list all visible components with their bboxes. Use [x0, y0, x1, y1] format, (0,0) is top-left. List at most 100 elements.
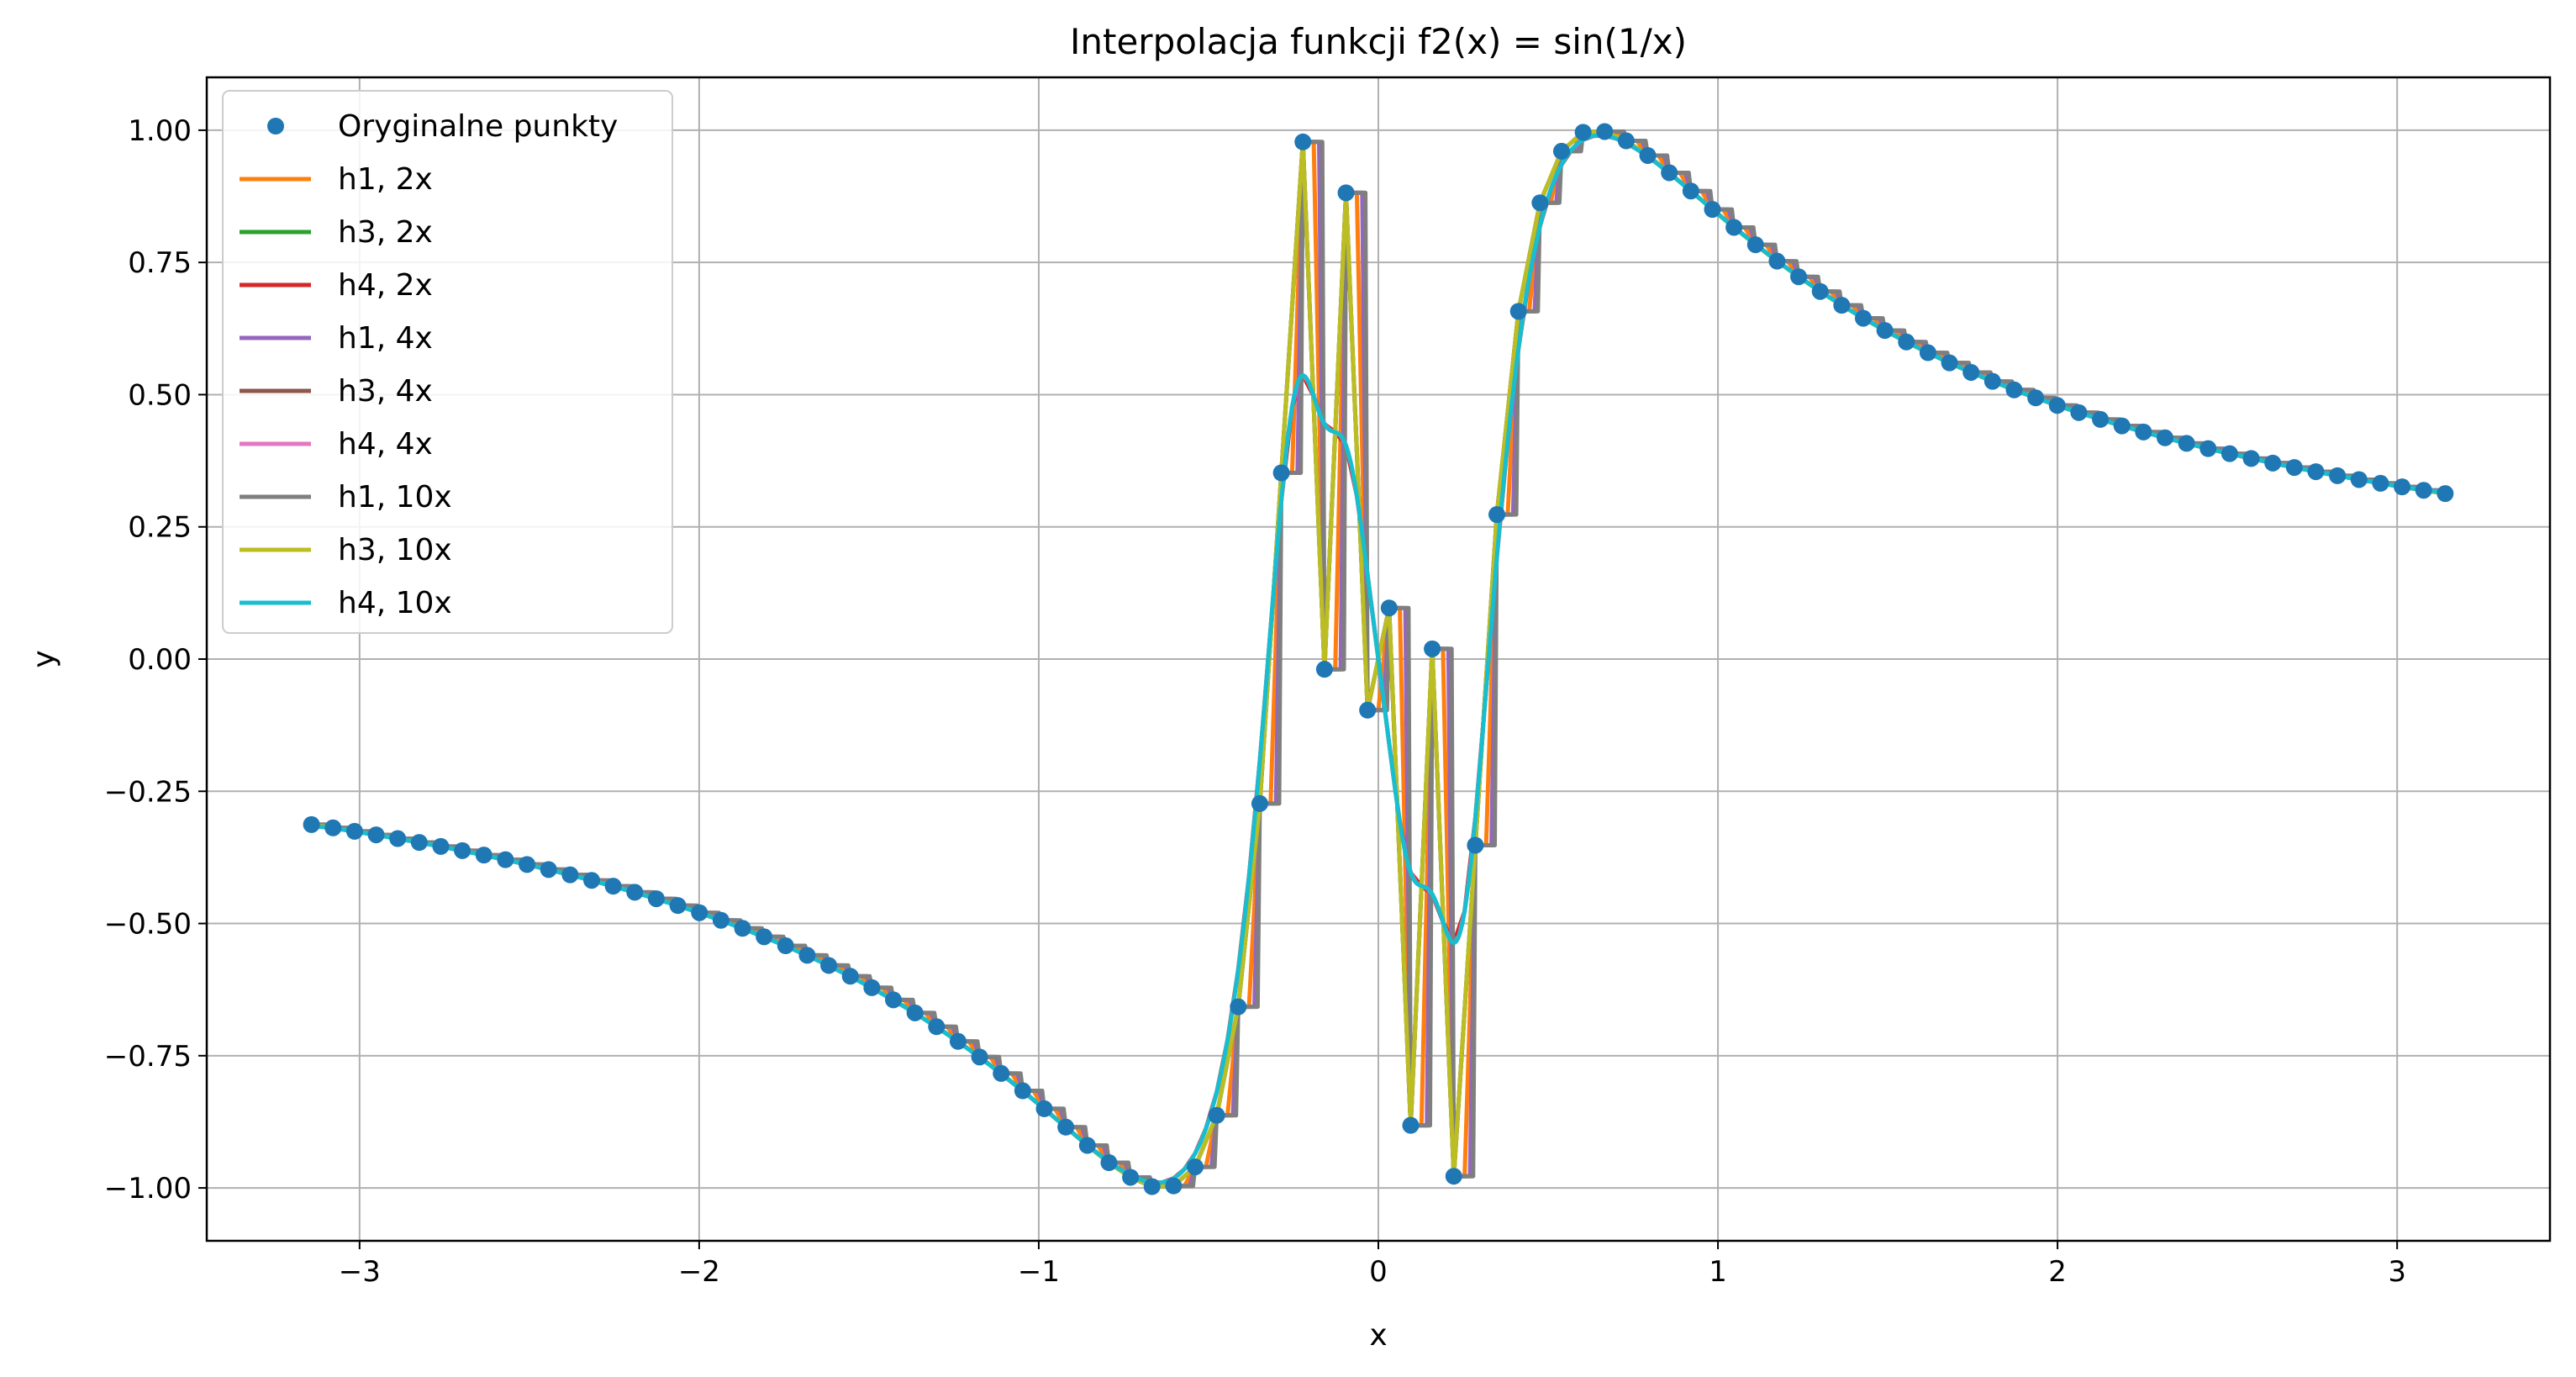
data-point [454, 842, 471, 859]
data-point [2329, 467, 2347, 484]
ticks: −3 −2 −1 0 1 2 3 −1.00 −0.75 −0.50 −0.25 0.00 0.25 0.… [104, 114, 2406, 1289]
data-point [1639, 146, 1657, 164]
data-point [841, 968, 859, 985]
legend-label: h4, 4x [338, 427, 433, 462]
y-tick-label: 0.75 [128, 246, 192, 280]
data-point [475, 847, 493, 864]
data-point [1531, 194, 1549, 212]
x-axis-label: x [1369, 1318, 1387, 1353]
data-point [1919, 344, 1936, 361]
data-point [712, 911, 730, 929]
data-point [1811, 282, 1829, 300]
data-point [2113, 417, 2131, 435]
x-tick-label: 2 [2048, 1255, 2067, 1289]
legend-label: h1, 4x [338, 321, 433, 356]
data-point [410, 834, 428, 852]
data-point [2178, 435, 2195, 452]
data-point [1208, 1106, 1225, 1124]
data-point [647, 890, 665, 908]
series-line-h1-10x [311, 129, 2447, 1189]
data-point [1552, 142, 1570, 160]
data-point [1035, 1100, 1053, 1117]
y-tick-label: 0.00 [128, 643, 192, 677]
data-point [1790, 268, 1808, 286]
data-point [1402, 1116, 1420, 1134]
data-point [604, 878, 622, 895]
data-point [2157, 429, 2174, 446]
x-tick-label: 3 [2388, 1255, 2406, 1289]
data-point [1768, 252, 1786, 270]
y-axis-label: y [27, 650, 61, 667]
series-line-h4-10x [311, 133, 2446, 1185]
data-point [2436, 485, 2454, 503]
data-point [1661, 164, 1678, 182]
data-point [2048, 397, 2066, 414]
grid [207, 77, 2550, 1241]
data-point [1230, 998, 1247, 1016]
data-point [1854, 309, 1872, 327]
data-point [1143, 1178, 1161, 1195]
data-point [2199, 440, 2217, 457]
data-point [691, 904, 709, 921]
data-point [2264, 454, 2282, 472]
data-point [2092, 410, 2110, 428]
data-point [1014, 1082, 1031, 1100]
legend-label: h3, 2x [338, 215, 433, 250]
data-point [993, 1064, 1010, 1082]
data-point [798, 947, 816, 964]
data-point [1445, 1168, 1462, 1185]
legend-label: h1, 2x [338, 162, 433, 197]
x-tick-label: 1 [1709, 1255, 1727, 1289]
data-point [1424, 640, 1441, 657]
data-point [2350, 471, 2368, 488]
data-point [906, 1004, 924, 1021]
legend-marker [267, 118, 284, 135]
data-point [367, 826, 385, 844]
data-point [1725, 219, 1743, 236]
data-point [2027, 389, 2045, 407]
y-tick-label: 0.25 [128, 511, 192, 545]
data-point [669, 897, 687, 915]
legend: Oryginalne punkty h1, 2x h3, 2x h4, 2x h1, 4… [222, 90, 673, 634]
data-point [777, 937, 794, 955]
data-point [2220, 445, 2238, 462]
data-point [2005, 381, 2023, 398]
x-tick-label: −1 [1018, 1255, 1060, 1289]
data-point [1941, 354, 1958, 372]
y-tick-label: 0.50 [128, 378, 192, 412]
data-point [561, 866, 579, 884]
data-point [324, 819, 342, 836]
data-point [949, 1032, 967, 1050]
data-point [2242, 450, 2260, 467]
data-point [582, 872, 600, 889]
data-point [1122, 1169, 1140, 1186]
data-point [1983, 372, 2001, 390]
data-point [1187, 1158, 1204, 1176]
data-point [1704, 201, 1721, 219]
chart-title: Interpolacja funkcji f2(x) = sin(1/x) [1070, 21, 1687, 62]
legend-label: h3, 10x [338, 533, 452, 567]
data-point [1337, 184, 1355, 202]
legend-label: h4, 2x [338, 268, 433, 303]
data-point [1251, 794, 1268, 812]
data-point [1294, 133, 1312, 150]
x-tick-label: −3 [339, 1255, 381, 1289]
data-point [540, 861, 557, 878]
data-point [1315, 661, 1333, 678]
x-tick-label: 0 [1369, 1255, 1388, 1289]
data-point [928, 1018, 946, 1036]
data-point [519, 856, 536, 873]
data-point [1100, 1154, 1118, 1172]
data-point [1574, 124, 1592, 141]
data-point [303, 815, 320, 833]
data-point [345, 822, 363, 840]
data-point [1833, 297, 1851, 314]
data-point [734, 920, 751, 937]
data-point [863, 979, 881, 996]
data-point [1682, 182, 1699, 200]
legend-label: h3, 4x [338, 374, 433, 409]
data-point [626, 884, 644, 901]
data-point [1057, 1118, 1075, 1136]
data-point [389, 830, 407, 847]
data-point [2285, 459, 2303, 477]
